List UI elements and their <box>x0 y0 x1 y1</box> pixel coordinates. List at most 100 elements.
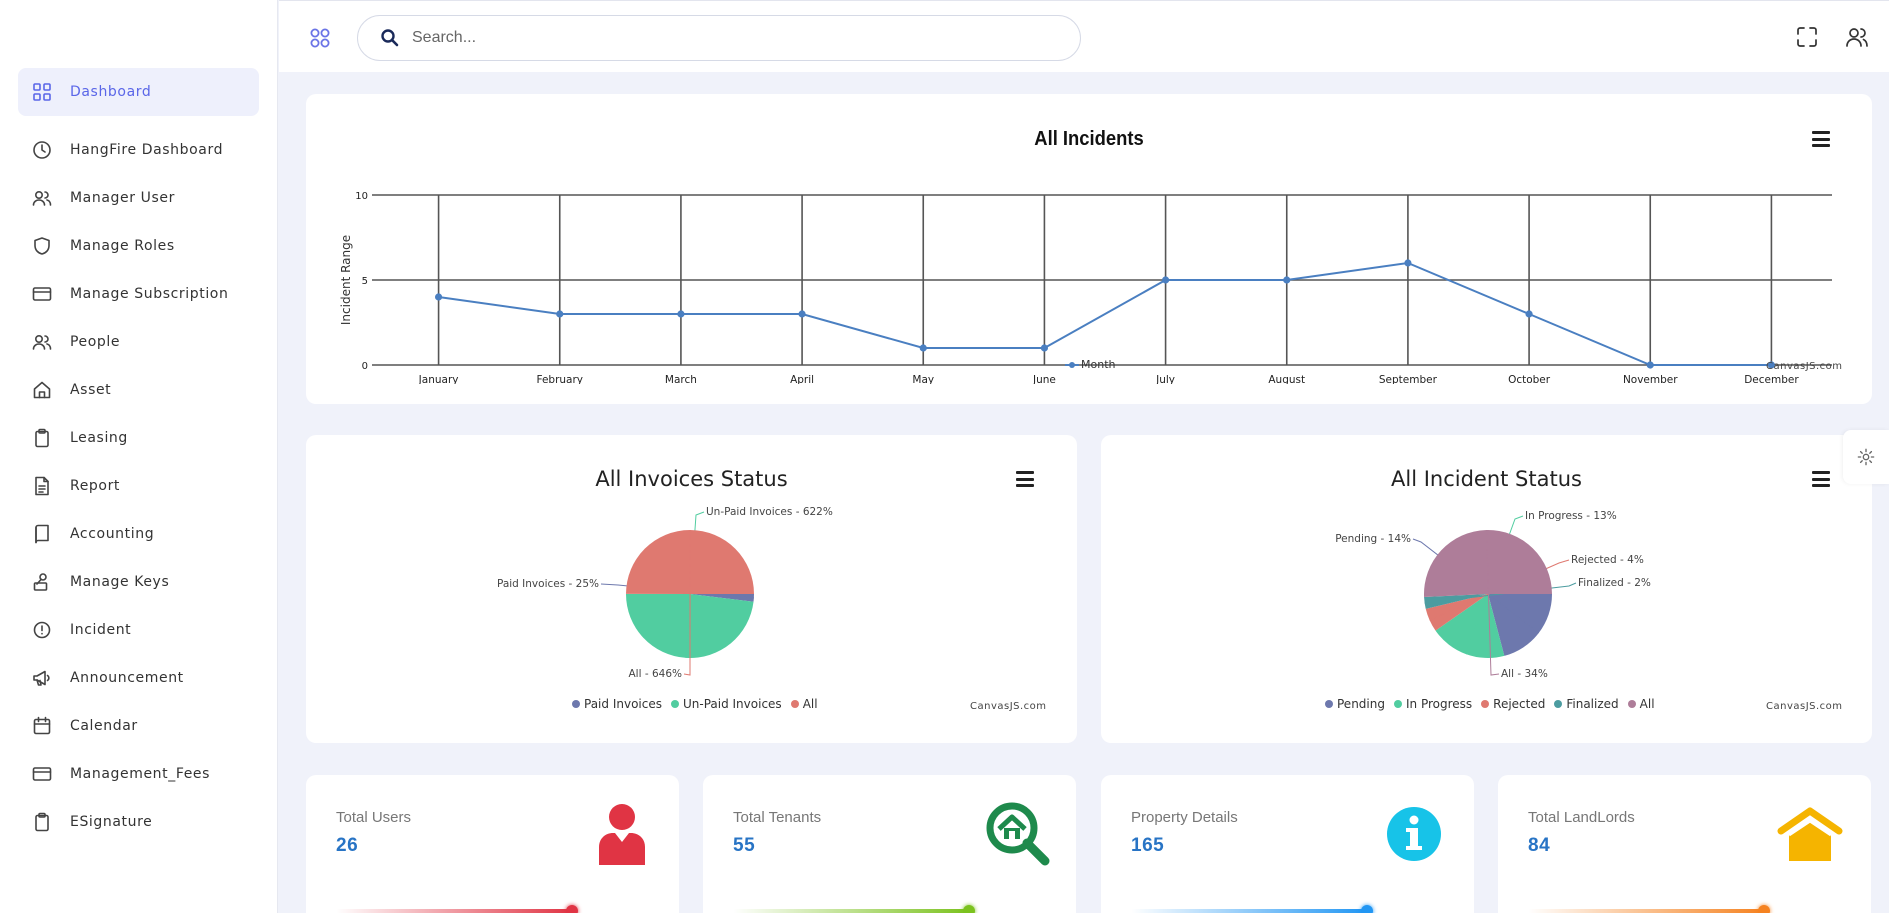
data-point <box>1040 344 1049 352</box>
stat-label: Property Details <box>1131 809 1238 826</box>
pie-slice-label: All - 646% <box>629 668 683 680</box>
stat-progress-dot <box>566 905 578 913</box>
clipboard-icon <box>32 428 52 448</box>
sidebar-item-label: Manage Subscription <box>70 286 229 302</box>
people-icon <box>32 332 52 352</box>
legend-label: Month <box>1081 358 1116 371</box>
sidebar-item-announcement[interactable]: Announcement <box>18 654 259 702</box>
incident-status-pie-plot: Pending - 14% In Progress - 13% Rejected -… <box>1335 510 1651 680</box>
legend-item-all[interactable]: All <box>1627 697 1655 711</box>
sidebar-item-asset[interactable]: Asset <box>18 366 259 414</box>
data-point <box>1283 276 1291 284</box>
chart-menu-button[interactable] <box>1016 471 1034 487</box>
legend-dot <box>572 700 580 708</box>
sidebar-item-accounting[interactable]: Accounting <box>18 510 259 558</box>
legend-item-rejected[interactable]: Rejected <box>1481 697 1545 711</box>
legend-dot <box>1554 700 1563 708</box>
sidebar-item-calendar[interactable]: Calendar <box>18 702 259 750</box>
shield-icon <box>32 236 52 256</box>
pie-slice <box>1425 594 1488 631</box>
legend-dot <box>1393 700 1402 708</box>
data-point <box>677 310 685 318</box>
data-point <box>1404 259 1412 267</box>
stat-card-property-details[interactable]: Property Details 165 <box>1101 775 1474 913</box>
data-point <box>434 293 443 301</box>
pie-slice-label: Pending - 14% <box>1335 533 1411 545</box>
legend-label: In Progress <box>1405 697 1473 711</box>
series-line-month <box>438 261 1772 366</box>
legend-item-unpaid-invoices[interactable]: Un-Paid Invoices <box>670 697 782 711</box>
legend-dot <box>1627 700 1636 708</box>
legend-item-finalized[interactable]: Finalized <box>1554 697 1619 711</box>
sidebar-item-label: Dashboard <box>70 84 152 100</box>
stat-progress-bar <box>733 909 969 913</box>
invoices-pie-plot: Paid Invoices - 25% Un-Paid Invoices - 62… <box>497 506 833 680</box>
x-tick-label: January <box>418 374 459 384</box>
legend-item-all[interactable]: All <box>790 697 818 711</box>
chart-title: All Incidents <box>1034 128 1144 150</box>
legend-item-month[interactable]: Month <box>1065 358 1115 371</box>
key-icon <box>32 572 52 592</box>
legend-label: Pending <box>1337 697 1385 711</box>
legend-marker <box>1065 361 1079 368</box>
sidebar-item-dashboard[interactable]: Dashboard <box>18 68 259 116</box>
stat-label: Total LandLords <box>1528 809 1635 826</box>
stat-progress-dot <box>963 905 975 913</box>
sidebar-item-people[interactable]: People <box>18 318 259 366</box>
x-tick-label: August <box>1268 374 1305 384</box>
legend-item-in-progress[interactable]: In Progress <box>1393 697 1473 711</box>
sidebar-item-label: Asset <box>70 382 112 398</box>
legend-label: All <box>1639 697 1655 711</box>
chart-legend: Month <box>1065 358 1124 371</box>
legend-item-pending[interactable]: Pending <box>1325 697 1385 711</box>
fullscreen-icon[interactable] <box>1795 25 1819 49</box>
pie-slice-label: Un-Paid Invoices - 622% <box>706 506 833 518</box>
sidebar-item-label: Incident <box>70 622 132 638</box>
sidebar-item-report[interactable]: Report <box>18 462 259 510</box>
sidebar-item-label: People <box>70 334 121 350</box>
y-axis-title: Incident Range <box>339 235 353 325</box>
legend-item-paid-invoices[interactable]: Paid Invoices <box>572 697 662 711</box>
top-header <box>279 0 1889 72</box>
chart-menu-button[interactable] <box>1812 471 1830 487</box>
data-point <box>919 344 927 352</box>
pie-slice-label: In Progress - 13% <box>1525 510 1617 522</box>
pie-leader-line <box>1424 582 1577 604</box>
y-tick-label: 0 <box>362 361 368 372</box>
clipboard-icon <box>32 812 52 832</box>
sidebar-nav: Dashboard HangFire Dashboard Manager Use… <box>0 68 277 846</box>
sidebar-item-manage-roles[interactable]: Manage Roles <box>18 222 259 270</box>
info-icon <box>1387 807 1441 861</box>
data-point <box>556 310 564 318</box>
pie-leader-line <box>1485 530 1500 676</box>
incident-status-pie-chart-card: All Incident Status Pending - 14% In Prog… <box>1101 435 1872 743</box>
sidebar-item-manage-subscription[interactable]: Manage Subscription <box>18 270 259 318</box>
settings-gear-button[interactable] <box>1843 430 1889 484</box>
sidebar-item-label: ESignature <box>70 814 153 830</box>
x-tick-label: March <box>665 374 697 384</box>
stat-card-total-landlords[interactable]: Total LandLords 84 <box>1498 775 1871 913</box>
sidebar-item-leasing[interactable]: Leasing <box>18 414 259 462</box>
sidebar-item-manage-keys[interactable]: Manage Keys <box>18 558 259 606</box>
stat-card-total-users[interactable]: Total Users 26 <box>306 775 679 913</box>
pie-slice-label: Rejected - 4% <box>1571 554 1644 566</box>
sidebar-item-management-fees[interactable]: Management_Fees <box>18 750 259 798</box>
sidebar-item-incident[interactable]: Incident <box>18 606 259 654</box>
x-tick-label: December <box>1744 374 1799 384</box>
y-tick-label: 10 <box>355 191 368 202</box>
search-icon <box>381 29 399 47</box>
x-tick-label: July <box>1155 374 1175 384</box>
megaphone-icon <box>32 668 52 688</box>
apps-grid-icon[interactable] <box>309 27 331 49</box>
user-profile-icon[interactable] <box>1845 25 1869 49</box>
sidebar-item-manager-user[interactable]: Manager User <box>18 174 259 222</box>
incidents-line-chart-card: All Incidents 0 5 10 January February March Ap… <box>306 94 1872 404</box>
legend-label: Paid Invoices <box>584 697 662 711</box>
search-input[interactable] <box>412 29 1052 47</box>
stat-card-total-tenants[interactable]: Total Tenants 55 <box>703 775 1076 913</box>
sidebar-item-hangfire-dashboard[interactable]: HangFire Dashboard <box>18 126 259 174</box>
y-tick-label: 5 <box>362 276 368 287</box>
sidebar-item-label: Manage Keys <box>70 574 170 590</box>
sidebar-item-esignature[interactable]: ESignature <box>18 798 259 846</box>
chart-menu-button[interactable] <box>1812 131 1830 147</box>
